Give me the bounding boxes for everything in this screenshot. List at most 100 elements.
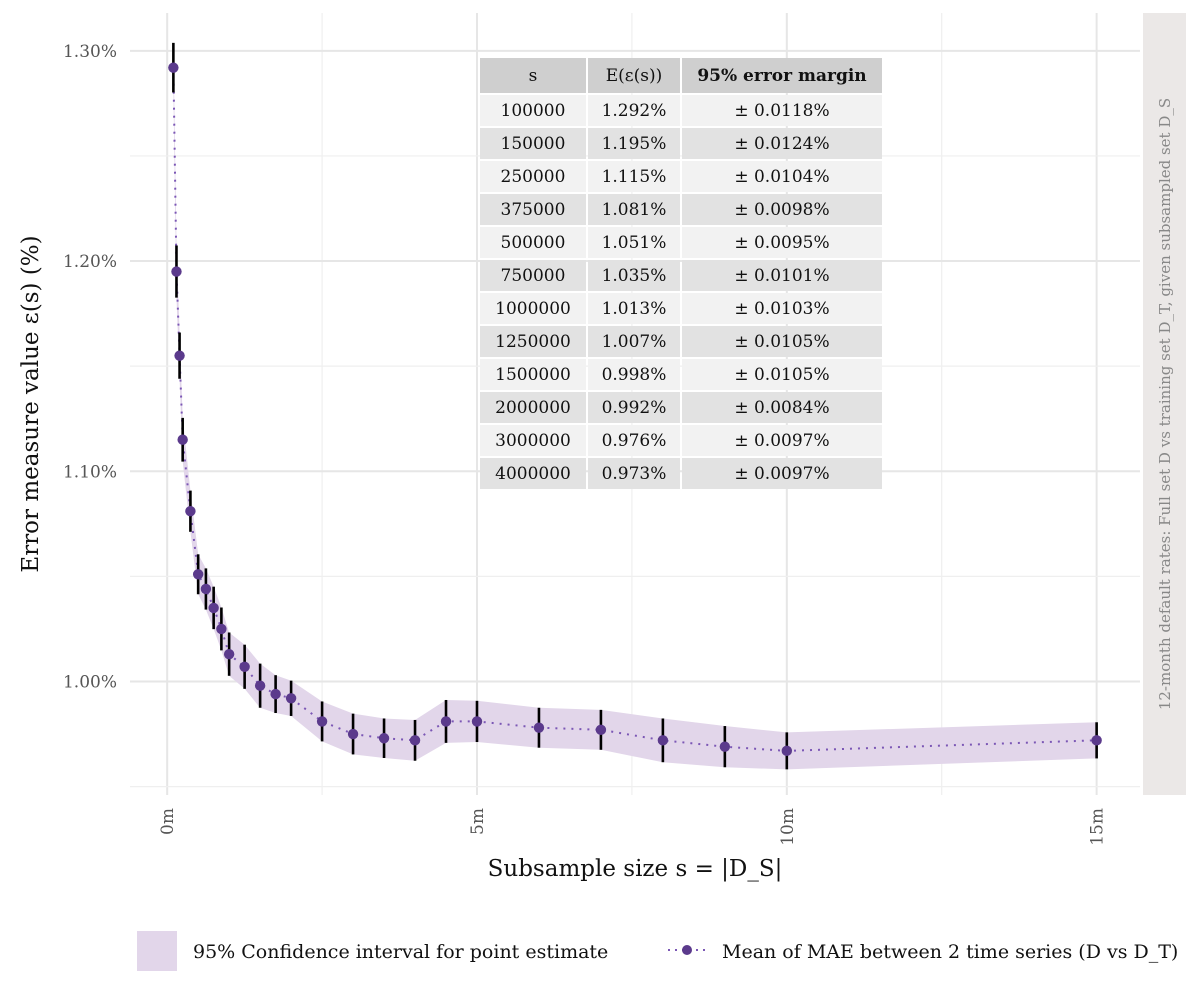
- table-row: 2000000 0.992% ± 0.0084%: [480, 392, 882, 423]
- data-point: [192, 569, 204, 580]
- cell-s: 250000: [480, 161, 586, 192]
- data-point: [177, 434, 188, 445]
- table-header-expected: E(ε(s)): [588, 58, 680, 93]
- y-axis-title: Error measure value ε(s) (%): [18, 235, 44, 572]
- data-point: [471, 716, 483, 727]
- data-point: [595, 724, 607, 736]
- data-point: [168, 62, 179, 73]
- cell-expected: 1.081%: [588, 194, 680, 225]
- y-tick-labels: 1.00% 1.10% 1.20% 1.30%: [63, 42, 117, 693]
- y-tick-label: 1.20%: [63, 252, 117, 272]
- cell-margin: ± 0.0095%: [682, 227, 882, 258]
- data-point: [1091, 735, 1102, 746]
- data-point: [285, 693, 297, 704]
- legend: 95% Confidence interval for point estima…: [137, 931, 1178, 971]
- cell-s: 100000: [480, 95, 586, 126]
- legend-band-label: 95% Confidence interval for point estima…: [193, 941, 608, 963]
- cell-expected: 1.051%: [588, 227, 680, 258]
- data-point: [185, 506, 196, 517]
- table-header-margin: 95% error margin: [682, 58, 882, 93]
- table-row: 375000 1.081% ± 0.0098%: [480, 194, 882, 225]
- data-point: [223, 648, 235, 660]
- data-point: [409, 735, 421, 746]
- cell-expected: 0.998%: [588, 359, 680, 390]
- data-point: [216, 623, 227, 635]
- y-tick-label: 1.10%: [63, 462, 117, 482]
- cell-margin: ± 0.0118%: [682, 95, 882, 126]
- data-point: [174, 350, 185, 361]
- cell-margin: ± 0.0097%: [682, 425, 882, 456]
- data-point: [200, 583, 212, 595]
- cell-margin: ± 0.0104%: [682, 161, 882, 192]
- cell-s: 4000000: [480, 458, 586, 489]
- cell-margin: ± 0.0103%: [682, 293, 882, 324]
- cell-s: 1500000: [480, 359, 586, 390]
- data-point: [239, 661, 250, 672]
- cell-s: 3000000: [480, 425, 586, 456]
- facet-label: 12-month default rates: Full set D vs tr…: [1156, 98, 1174, 710]
- cell-expected: 0.976%: [588, 425, 680, 456]
- data-point: [316, 716, 328, 727]
- legend-line-label: Mean of MAE between 2 time series (D vs …: [722, 941, 1178, 963]
- cell-margin: ± 0.0101%: [682, 260, 882, 291]
- cell-expected: 1.195%: [588, 128, 680, 159]
- cell-s: 1000000: [480, 293, 586, 324]
- x-tick-labels: 0m 5m 10m 15m: [158, 808, 1107, 846]
- table-row: 500000 1.051% ± 0.0095%: [480, 227, 882, 258]
- cell-margin: ± 0.0105%: [682, 326, 882, 357]
- data-point: [657, 735, 669, 746]
- summary-table: s E(ε(s)) 95% error margin 100000 1.292% ±…: [478, 56, 884, 491]
- cell-expected: 1.035%: [588, 260, 680, 291]
- data-point: [440, 716, 452, 727]
- cell-s: 750000: [480, 260, 586, 291]
- cell-expected: 1.013%: [588, 293, 680, 324]
- cell-expected: 1.115%: [588, 161, 680, 192]
- cell-s: 150000: [480, 128, 586, 159]
- table-row: 150000 1.195% ± 0.0124%: [480, 128, 882, 159]
- cell-margin: ± 0.0105%: [682, 359, 882, 390]
- cell-expected: 1.007%: [588, 326, 680, 357]
- x-axis-title: Subsample size s = |D_S|: [488, 856, 783, 882]
- cell-s: 2000000: [480, 392, 586, 423]
- y-tick-label: 1.00%: [63, 672, 117, 692]
- y-tick-label: 1.30%: [63, 42, 117, 62]
- x-tick-label: 0m: [158, 808, 178, 835]
- data-point: [781, 745, 793, 757]
- cell-expected: 0.992%: [588, 392, 680, 423]
- table-row: 1500000 0.998% ± 0.0105%: [480, 359, 882, 390]
- x-tick-label: 15m: [1088, 808, 1108, 846]
- facet-strip: [1143, 13, 1186, 795]
- x-tick-label: 5m: [468, 808, 488, 835]
- legend-band-key: [137, 931, 177, 971]
- data-point: [270, 688, 281, 700]
- cell-margin: ± 0.0098%: [682, 194, 882, 225]
- cell-margin: ± 0.0124%: [682, 128, 882, 159]
- table-row: 1250000 1.007% ± 0.0105%: [480, 326, 882, 357]
- table-row: 250000 1.115% ± 0.0104%: [480, 161, 882, 192]
- data-point: [171, 266, 182, 277]
- cell-s: 500000: [480, 227, 586, 258]
- table-header-row: s E(ε(s)) 95% error margin: [480, 58, 882, 93]
- table-row: 3000000 0.976% ± 0.0097%: [480, 425, 882, 456]
- data-point: [378, 733, 390, 744]
- cell-s: 375000: [480, 194, 586, 225]
- table-body: 100000 1.292% ± 0.0118% 150000 1.195% ± 0.012…: [480, 95, 882, 489]
- cell-s: 1250000: [480, 326, 586, 357]
- x-tick-label: 10m: [778, 808, 798, 846]
- data-point: [347, 728, 359, 740]
- cell-expected: 0.973%: [588, 458, 680, 489]
- table-row: 100000 1.292% ± 0.0118%: [480, 95, 882, 126]
- data-points: [168, 62, 1102, 757]
- data-point: [533, 722, 545, 733]
- cell-expected: 1.292%: [588, 95, 680, 126]
- table-row: 750000 1.035% ± 0.0101%: [480, 260, 882, 291]
- data-point: [254, 680, 266, 691]
- legend-point-key: [682, 945, 692, 955]
- table-row: 1000000 1.013% ± 0.0103%: [480, 293, 882, 324]
- data-point: [719, 741, 731, 752]
- table-header-s: s: [480, 58, 586, 93]
- confidence-band: [173, 42, 1097, 770]
- data-point: [208, 602, 219, 614]
- cell-margin: ± 0.0084%: [682, 392, 882, 423]
- table-row: 4000000 0.973% ± 0.0097%: [480, 458, 882, 489]
